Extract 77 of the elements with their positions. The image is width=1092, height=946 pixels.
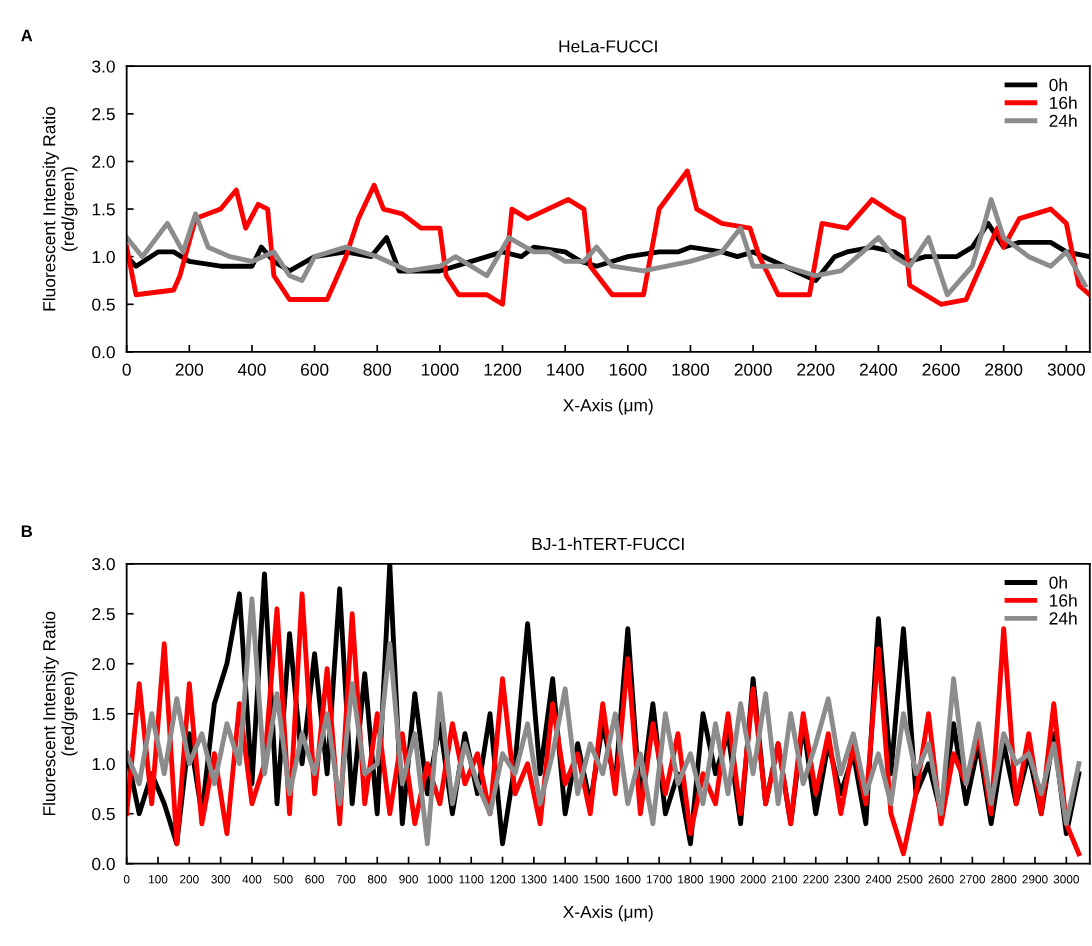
x-tick-label: 2400	[865, 875, 892, 884]
x-tick-label: 1800	[678, 875, 704, 884]
x-tick-label: 1900	[709, 875, 735, 884]
x-tick-label: 600	[305, 875, 324, 884]
x-tick-label: 1300	[521, 875, 547, 884]
x-tick-label: 2600	[922, 363, 960, 376]
x-tick-label: 300	[211, 875, 231, 884]
x-tick-label: 1600	[615, 875, 641, 884]
x-tick-label: 200	[175, 363, 204, 376]
text: A	[21, 29, 33, 42]
x-tick-label: 1400	[552, 875, 578, 884]
x-tick-label: 1800	[672, 363, 710, 376]
x-tick-label: 2200	[797, 363, 835, 376]
x-tick-label: 800	[363, 363, 392, 376]
y-tick-label: 2.5	[92, 108, 115, 121]
x-tick-label: 400	[242, 875, 262, 884]
y-tick-label: 0.0	[92, 346, 115, 359]
x-tick-label: 500	[273, 875, 293, 884]
x-axis-title: X-Axis (μm)	[563, 905, 653, 922]
x-axis-title: X-Axis (μm)	[563, 398, 653, 415]
y-tick-label: 0.5	[92, 807, 115, 821]
y-tick-label: 1.5	[92, 708, 115, 721]
x-tick-label: 700	[336, 875, 356, 884]
chart-title: BJ-1-hTERT-FUCCI	[532, 537, 684, 551]
y-tick-label: 2.0	[92, 657, 115, 671]
legend-label: 16h	[1050, 96, 1077, 110]
x-tick-label: 900	[399, 875, 418, 884]
x-tick-label: 1200	[484, 363, 522, 376]
x-tick-label: 100	[149, 875, 168, 884]
y-tick-label: 0.0	[92, 857, 115, 871]
y-tick-label: 3.0	[92, 557, 115, 571]
legend-label: 24h	[1049, 114, 1077, 127]
x-tick-label: 2500	[897, 875, 923, 884]
line-series	[126, 197, 1088, 298]
x-tick-label: 2400	[859, 363, 898, 376]
y-axis-title: Fluorescent Intensity Ratio (red/green)	[42, 611, 78, 816]
x-tick-label: 0	[123, 875, 130, 884]
chart-title: HeLa-FUCCI	[559, 40, 657, 53]
x-tick-label: 3000	[1053, 875, 1079, 884]
y-tick-label: 1.0	[92, 757, 115, 771]
x-tick-label: 2600	[928, 875, 954, 884]
legend-label: 24h	[1049, 611, 1077, 625]
x-tick-label: 1700	[646, 875, 672, 884]
x-tick-label: 2700	[959, 875, 986, 884]
y-tick-label: 3.0	[92, 60, 115, 73]
x-tick-label: 800	[367, 875, 387, 884]
x-tick-label: 200	[180, 875, 199, 884]
x-tick-label: 1500	[584, 875, 610, 884]
y-tick-label: 2.0	[92, 155, 115, 168]
y-tick-label: 2.5	[92, 607, 115, 621]
x-tick-label: 2200	[803, 875, 829, 884]
x-tick-label: 3000	[1047, 363, 1085, 376]
x-tick-label: 2800	[991, 875, 1017, 884]
x-tick-label: 1100	[459, 875, 484, 884]
legend-label: 0h	[1049, 575, 1067, 589]
y-tick-label: 0.5	[92, 298, 115, 311]
legend-label: 16h	[1050, 593, 1077, 607]
x-tick-label: 1600	[609, 363, 647, 376]
x-tick-label: 0	[122, 363, 131, 376]
x-tick-label: 2900	[1022, 875, 1048, 884]
x-tick-label: 2300	[834, 875, 860, 884]
x-tick-label: 2000	[740, 875, 766, 884]
x-tick-label: 2000	[734, 363, 772, 376]
x-tick-label: 2100	[771, 875, 798, 884]
line-series	[126, 168, 1090, 307]
x-tick-label: 1400	[547, 363, 584, 376]
y-tick-label: 1.0	[92, 250, 115, 264]
x-tick-label: 1000	[427, 875, 453, 884]
y-axis-title: Fluorescent Intensity Ratio (red/green)	[42, 107, 78, 311]
x-tick-label: 400	[237, 363, 266, 376]
x-tick-label: 2800	[985, 363, 1023, 376]
x-tick-label: 1200	[490, 875, 516, 884]
y-tick-label: 1.5	[92, 203, 115, 216]
x-tick-label: 1000	[421, 363, 459, 376]
x-tick-label: 600	[301, 363, 329, 376]
legend-label: 0h	[1049, 78, 1067, 92]
text: B	[21, 525, 32, 537]
